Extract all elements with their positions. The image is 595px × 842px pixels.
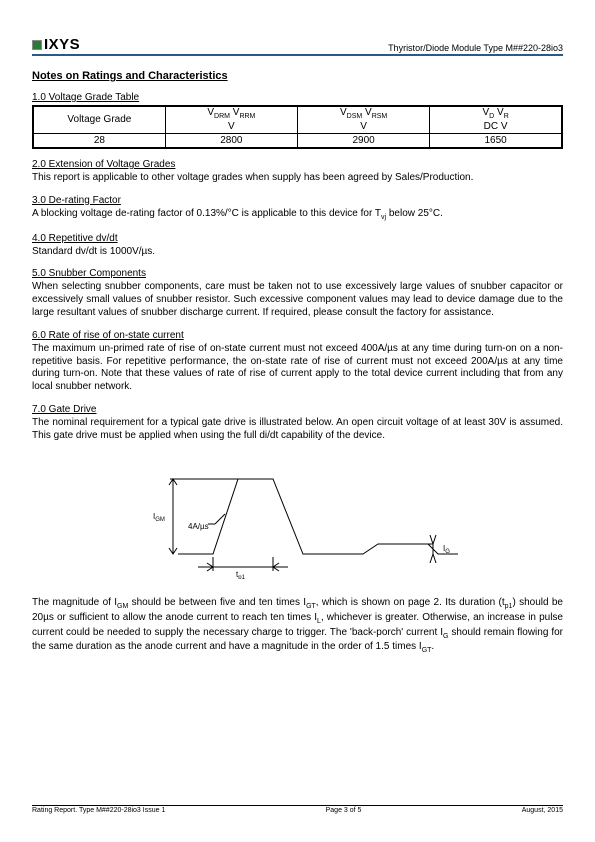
sec6-text: The maximum un-primed rate of rise of on… — [32, 343, 563, 394]
svg-text:tp1: tp1 — [236, 570, 246, 579]
col-voltage-grade: Voltage Grade — [33, 106, 165, 134]
logo: IXYS — [32, 36, 80, 53]
sec3-heading: 3.0 De-rating Factor — [32, 195, 563, 206]
logo-text: IXYS — [44, 36, 80, 53]
svg-text:4A/µs: 4A/µs — [188, 522, 209, 531]
footer-center: Page 3 of 5 — [326, 807, 362, 814]
sec3-text: A blocking voltage de-rating factor of 0… — [32, 208, 563, 223]
footer-left: Rating Report. Type M##220-28io3 Issue 1 — [32, 807, 165, 814]
svg-text:IG: IG — [443, 544, 450, 555]
sec5-heading: 5.0 Snubber Components — [32, 268, 563, 279]
voltage-grade-table: Voltage Grade VDRM VRRM V VDSM VRSM V VD… — [32, 105, 563, 149]
sec4-heading: 4.0 Repetitive dv/dt — [32, 233, 563, 244]
page-header: IXYS Thyristor/Diode Module Type M##220-… — [32, 36, 563, 56]
sec2-text: This report is applicable to other volta… — [32, 172, 563, 185]
gate-drive-diagram: IGM 4A/µs tp1 IG — [32, 459, 563, 579]
col-vdsm: VDSM VRSM V — [298, 106, 430, 134]
svg-text:IGM: IGM — [153, 512, 165, 523]
sec1-heading: 1.0 Voltage Grade Table — [32, 92, 563, 103]
col-vdrm: VDRM VRRM V — [165, 106, 297, 134]
page-title: Notes on Ratings and Characteristics — [32, 70, 563, 82]
sec2-heading: 2.0 Extension of Voltage Grades — [32, 159, 563, 170]
sec7-text2: The magnitude of IGM should be between f… — [32, 597, 563, 657]
logo-icon — [32, 40, 42, 50]
sec4-text: Standard dv/dt is 1000V/µs. — [32, 246, 563, 259]
table-row: 28 2800 2900 1650 — [33, 134, 562, 148]
col-vd: VD VR DC V — [430, 106, 562, 134]
footer-right: August, 2015 — [522, 807, 563, 814]
sec7-heading: 7.0 Gate Drive — [32, 404, 563, 415]
doc-type: Thyristor/Diode Module Type M##220-28io3 — [388, 43, 563, 53]
sec6-heading: 6.0 Rate of rise of on-state current — [32, 330, 563, 341]
sec7-text1: The nominal requirement for a typical ga… — [32, 417, 563, 443]
sec5-text: When selecting snubber components, care … — [32, 281, 563, 319]
page-footer: Rating Report. Type M##220-28io3 Issue 1… — [32, 805, 563, 814]
